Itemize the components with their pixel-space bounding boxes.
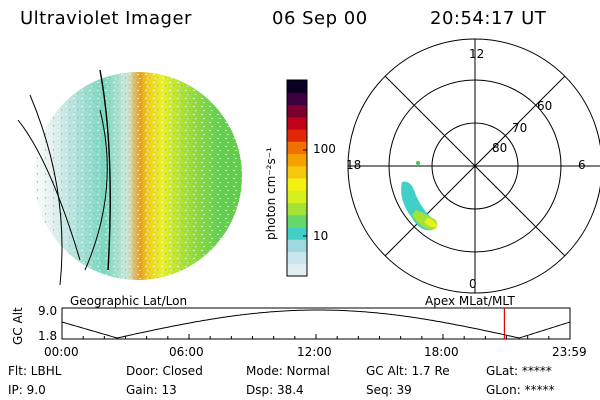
colorbar-swatch [287, 129, 307, 142]
lat-60-label: 60 [537, 99, 553, 113]
geographic-label: Geographic Lat/Lon [70, 294, 188, 308]
colorbar-swatch [287, 202, 307, 216]
colorbar-swatch [287, 92, 307, 105]
colorbar-swatch [287, 80, 307, 93]
instrument-title: Ultraviolet Imager [20, 8, 192, 29]
info-seq: Seq: 39 [366, 383, 412, 397]
colorbar-swatch [287, 251, 307, 265]
lat-80-label: 80 [492, 141, 508, 155]
colorbar-swatch [287, 153, 307, 167]
altitude-ylabel: GC Alt [11, 307, 25, 345]
colorbar-swatch [287, 141, 307, 154]
colorbar-swatch [287, 227, 307, 240]
altitude-ytick-top: 9.0 [38, 304, 58, 318]
info-glat: GLat: ***** [486, 364, 552, 378]
colorbar-tick-100: 100 [313, 142, 336, 156]
mlt-0-label: 0 [469, 277, 477, 291]
colorbar-swatch [287, 116, 307, 130]
xtick-06-00: 06:00 [169, 345, 204, 359]
colorbar-swatch [287, 263, 307, 277]
info-ip: IP: 9.0 [8, 383, 46, 397]
xtick-23-59: 23:59 [552, 345, 587, 359]
info-mode: Mode: Normal [246, 364, 330, 378]
mlt-18-label: 18 [346, 158, 362, 172]
apex-label: Apex MLat/MLT [425, 294, 515, 308]
xtick-00-00: 00:00 [44, 345, 79, 359]
info-glon: GLon: ***** [486, 383, 555, 397]
colorbar-swatch [287, 165, 307, 179]
mlt-6-label: 6 [578, 158, 586, 172]
colorbar-swatch [287, 239, 307, 252]
date-label: 06 Sep 00 [272, 8, 368, 29]
colorbar-swatch [287, 214, 307, 228]
colorbar-swatch [287, 190, 307, 203]
xtick-18-00: 18:00 [424, 345, 459, 359]
altitude-ytick-bottom: 1.8 [38, 329, 58, 343]
info-dsp: Dsp: 38.4 [246, 383, 304, 397]
colorbar-swatch [287, 104, 307, 118]
colorbar-swatch [287, 178, 307, 191]
mlt-12-label: 12 [469, 47, 485, 61]
info-gain: Gain: 13 [126, 383, 177, 397]
colorbar-tick-10: 10 [313, 229, 329, 243]
time-label: 20:54:17 UT [430, 8, 547, 29]
info-door: Door: Closed [126, 364, 203, 378]
info-flt: Flt: LBHL [8, 364, 62, 378]
info-gc-alt: GC Alt: 1.7 Re [366, 364, 450, 378]
lat-70-label: 70 [512, 121, 528, 135]
xtick-12-00: 12:00 [297, 345, 332, 359]
